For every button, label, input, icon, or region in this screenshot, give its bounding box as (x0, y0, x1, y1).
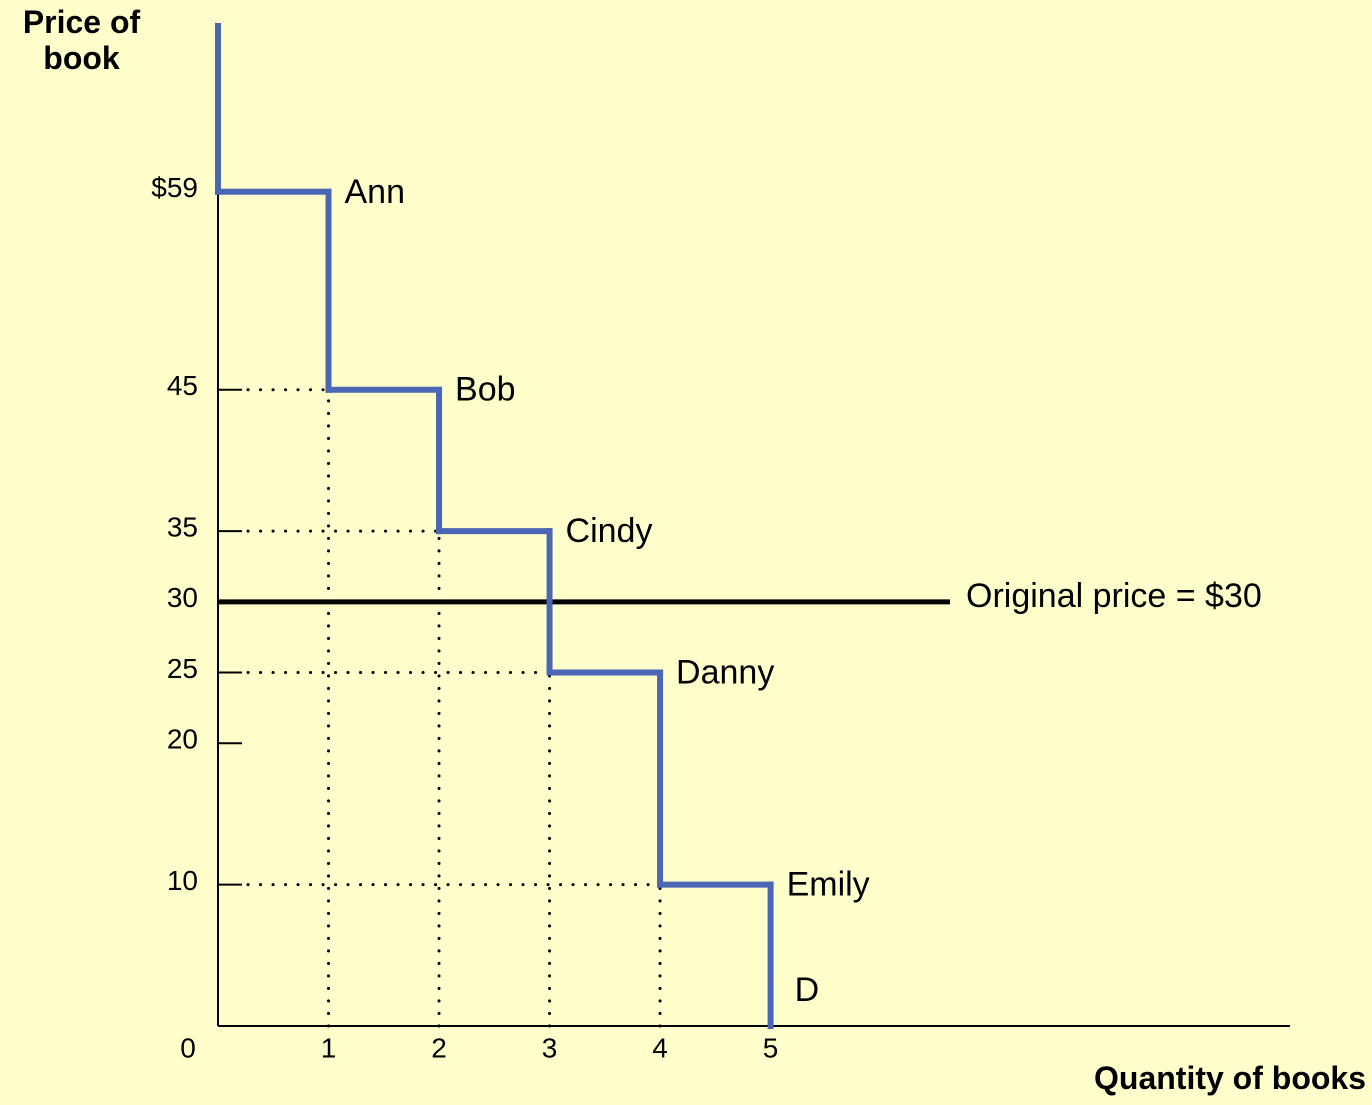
x-tick-label: 1 (321, 1032, 337, 1063)
y-tick-label: 10 (167, 865, 198, 896)
x-tick-label: 0 (180, 1032, 196, 1063)
x-axis-title: Quantity of books (1094, 1060, 1366, 1096)
y-tick-label: 20 (167, 724, 198, 755)
y-tick-label: 35 (167, 512, 198, 543)
x-tick-label: 3 (542, 1032, 558, 1063)
consumer-label: Ann (345, 173, 406, 211)
consumer-label: Emily (787, 866, 870, 904)
y-tick-label: 25 (167, 653, 198, 684)
consumer-label: Bob (455, 371, 515, 409)
x-tick-label: 4 (652, 1032, 668, 1063)
consumer-label: Cindy (566, 512, 653, 550)
y-tick-label: 45 (167, 370, 198, 401)
reference-label: Original price = $30 (966, 577, 1262, 615)
x-tick-label: 5 (763, 1032, 779, 1063)
curve-label: D (795, 971, 820, 1009)
y-tick-label: $59 (151, 172, 198, 203)
x-tick-label: 2 (431, 1032, 447, 1063)
y-tick-label: 30 (167, 582, 198, 613)
consumer-label: Danny (676, 653, 774, 691)
y-axis-title: Price of book (22, 4, 141, 76)
